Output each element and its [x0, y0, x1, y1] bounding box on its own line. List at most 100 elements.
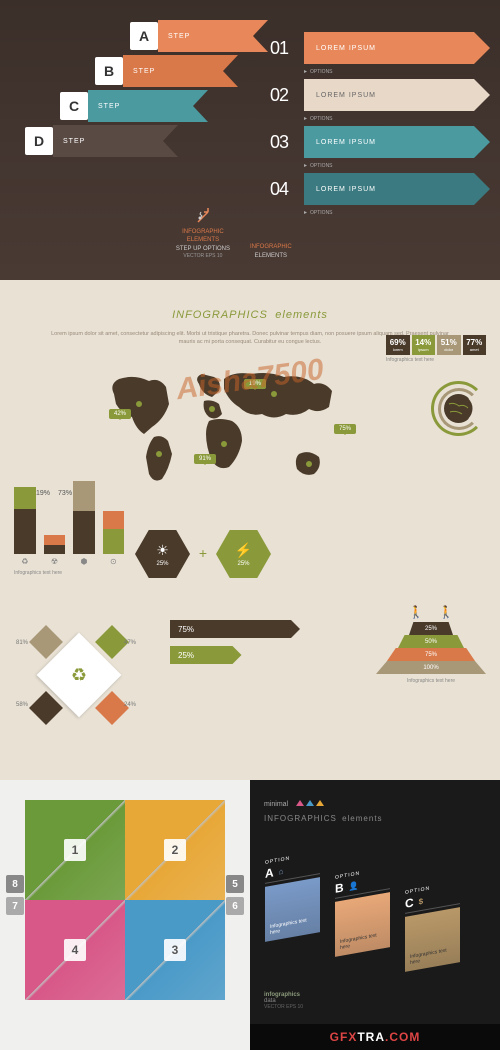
- bar: [44, 535, 66, 554]
- option-icon: 👤: [349, 880, 359, 891]
- cross-number: 1: [64, 839, 86, 861]
- footer-caption: infographics data VECTOR EPS 10: [264, 992, 303, 1010]
- arrow-row: 03LOREM IPSUM: [270, 124, 490, 160]
- side-stats-region: 69%lorem14%ipsum51%dolor77%amet Infograp…: [386, 335, 486, 436]
- arrow-row: 01LOREM IPSUM: [270, 30, 490, 66]
- step-letter: B: [95, 57, 123, 85]
- arrow-number: 01: [270, 38, 304, 59]
- minimal-3d-region: minimal INFOGRAPHICS elements infographi…: [250, 780, 500, 1050]
- climber-icon: [195, 204, 211, 224]
- step-a: ASTEP: [130, 20, 268, 52]
- triangle-dots-icon: [296, 800, 324, 806]
- pct-bar: 25%: [170, 646, 242, 664]
- option-b: OPTIONB👤Infographics text here: [335, 865, 390, 957]
- arrow-bar: LOREM IPSUM: [304, 32, 490, 64]
- side-nums-left: 87: [6, 875, 24, 915]
- cross-grid: 1 2 3 4: [25, 800, 225, 1000]
- hex-icon: ⚡: [235, 542, 252, 559]
- bar: [14, 487, 36, 554]
- triangle-icon: [306, 800, 314, 806]
- step-letter: C: [60, 92, 88, 120]
- arrow-row: 02LOREM IPSUM: [270, 77, 490, 113]
- pct-bar: 75%: [170, 620, 300, 638]
- panel-top-dark: INFOGRAPHIC ELEMENTS STEP UP OPTIONS VEC…: [0, 0, 500, 280]
- arrow-number: 03: [270, 132, 304, 153]
- bar-category-icon: ⬢: [81, 557, 88, 566]
- step-ribbon: STEP: [88, 90, 208, 122]
- bar: [103, 511, 125, 554]
- bar-category-icon: ☢: [51, 557, 58, 566]
- pyramid-region: 🚶🚶 25%50%75%100% Infographics text here: [376, 605, 486, 684]
- bar: [73, 481, 95, 554]
- arrow-sub: OPTIONS: [304, 115, 490, 122]
- panel-bottom: 1234 87 56 minimal INFOGRAPHICS elements…: [0, 780, 500, 1050]
- diamond-label: 24%: [124, 702, 136, 708]
- hex-icon: +: [199, 545, 207, 561]
- panel-infographics-light: INFOGRAPHICS elements Lorem ipsum dolor …: [0, 280, 500, 780]
- step-b: BSTEP: [95, 55, 238, 87]
- cross-number: 4: [64, 939, 86, 961]
- arrow-sub: OPTIONS: [304, 209, 490, 216]
- pyramid-layers: 25%50%75%100%: [376, 622, 486, 674]
- stat-box: 77%amet: [463, 335, 487, 355]
- arrow-bar: LOREM IPSUM: [304, 173, 490, 205]
- option-strip: Infographics text here: [265, 877, 320, 942]
- people-icons: 🚶🚶: [376, 605, 486, 619]
- right-caption: INFOGRAPHIC ELEMENTS: [250, 243, 292, 260]
- side-number: 7: [6, 897, 24, 915]
- site-footer-logo: GFXTRA.COM: [250, 1024, 500, 1050]
- step-d: DSTEP: [25, 125, 178, 157]
- option-icon: $: [419, 896, 423, 906]
- arrow-number: 04: [270, 179, 304, 200]
- triangle-icon: [296, 800, 304, 806]
- option-strip: Infographics text here: [405, 907, 460, 972]
- cross-cell: 3: [125, 900, 225, 1000]
- pyramid-caption: Infographics text here: [376, 678, 486, 684]
- arrow-number: 02: [270, 85, 304, 106]
- diamond-region: ♻ 81%47%58%24%: [14, 610, 144, 740]
- arrow-row: 04LOREM IPSUM: [270, 171, 490, 207]
- side-number: 5: [226, 875, 244, 893]
- map-pin: 42%: [109, 409, 131, 419]
- cross-cell: 4: [25, 900, 125, 1000]
- step-ribbon: STEP: [53, 125, 178, 157]
- cross-number: 3: [164, 939, 186, 961]
- globe-rings-icon: [431, 381, 486, 436]
- step-stairs-region: INFOGRAPHIC ELEMENTS STEP UP OPTIONS VEC…: [0, 0, 250, 280]
- cross-cell: 2: [125, 800, 225, 900]
- hex-icon: ☀: [156, 542, 169, 559]
- step-c: CSTEP: [60, 90, 208, 122]
- option-icon: ⌂: [279, 866, 284, 876]
- arrow-bar: LOREM IPSUM: [304, 126, 490, 158]
- map-pin: 75%: [334, 424, 356, 434]
- arrow-bar: LOREM IPSUM: [304, 79, 490, 111]
- pre-title: minimal: [264, 800, 486, 808]
- cross-number: 2: [164, 839, 186, 861]
- stat-box: 51%dolor: [437, 335, 461, 355]
- hexagon: ☀25%: [135, 530, 190, 578]
- diamond-label: 47%: [124, 640, 136, 646]
- recycle-icon: ♻: [49, 645, 109, 705]
- hexagon: ⚡25%: [216, 530, 271, 578]
- bars-caption: Infographics text here: [14, 570, 124, 576]
- diamond-label: 58%: [16, 702, 28, 708]
- stat-boxes: 69%lorem14%ipsum51%dolor77%amet: [386, 335, 486, 355]
- step-letter: D: [25, 127, 53, 155]
- vertical-bars-region: 67%19%73%43% ♻☢⬢⊙ Infographics text here: [14, 490, 124, 576]
- step-ribbon: STEP: [123, 55, 238, 87]
- map-pin: 91%: [194, 454, 216, 464]
- title-infographics: INFOGRAPHICS elements: [264, 808, 486, 825]
- left-caption: INFOGRAPHIC ELEMENTS STEP UP OPTIONS VEC…: [176, 204, 230, 260]
- cross-cell: 1: [25, 800, 125, 900]
- person-icon: 🚶: [409, 605, 424, 619]
- arrow-sub: OPTIONS: [304, 68, 490, 75]
- pyramid-layer: 50%: [398, 635, 464, 648]
- stat-caption: Infographics text here: [386, 357, 486, 363]
- side-number: 8: [6, 875, 24, 893]
- pyramid-layer: 75%: [387, 648, 475, 661]
- bar-category-icon: ♻: [21, 557, 28, 566]
- bar-icons-row: ♻☢⬢⊙: [14, 557, 124, 566]
- arrow-sub: OPTIONS: [304, 162, 490, 169]
- pyramid-layer: 25%: [409, 622, 453, 635]
- hexagon-row: ☀25% + ⚡25%: [135, 530, 271, 578]
